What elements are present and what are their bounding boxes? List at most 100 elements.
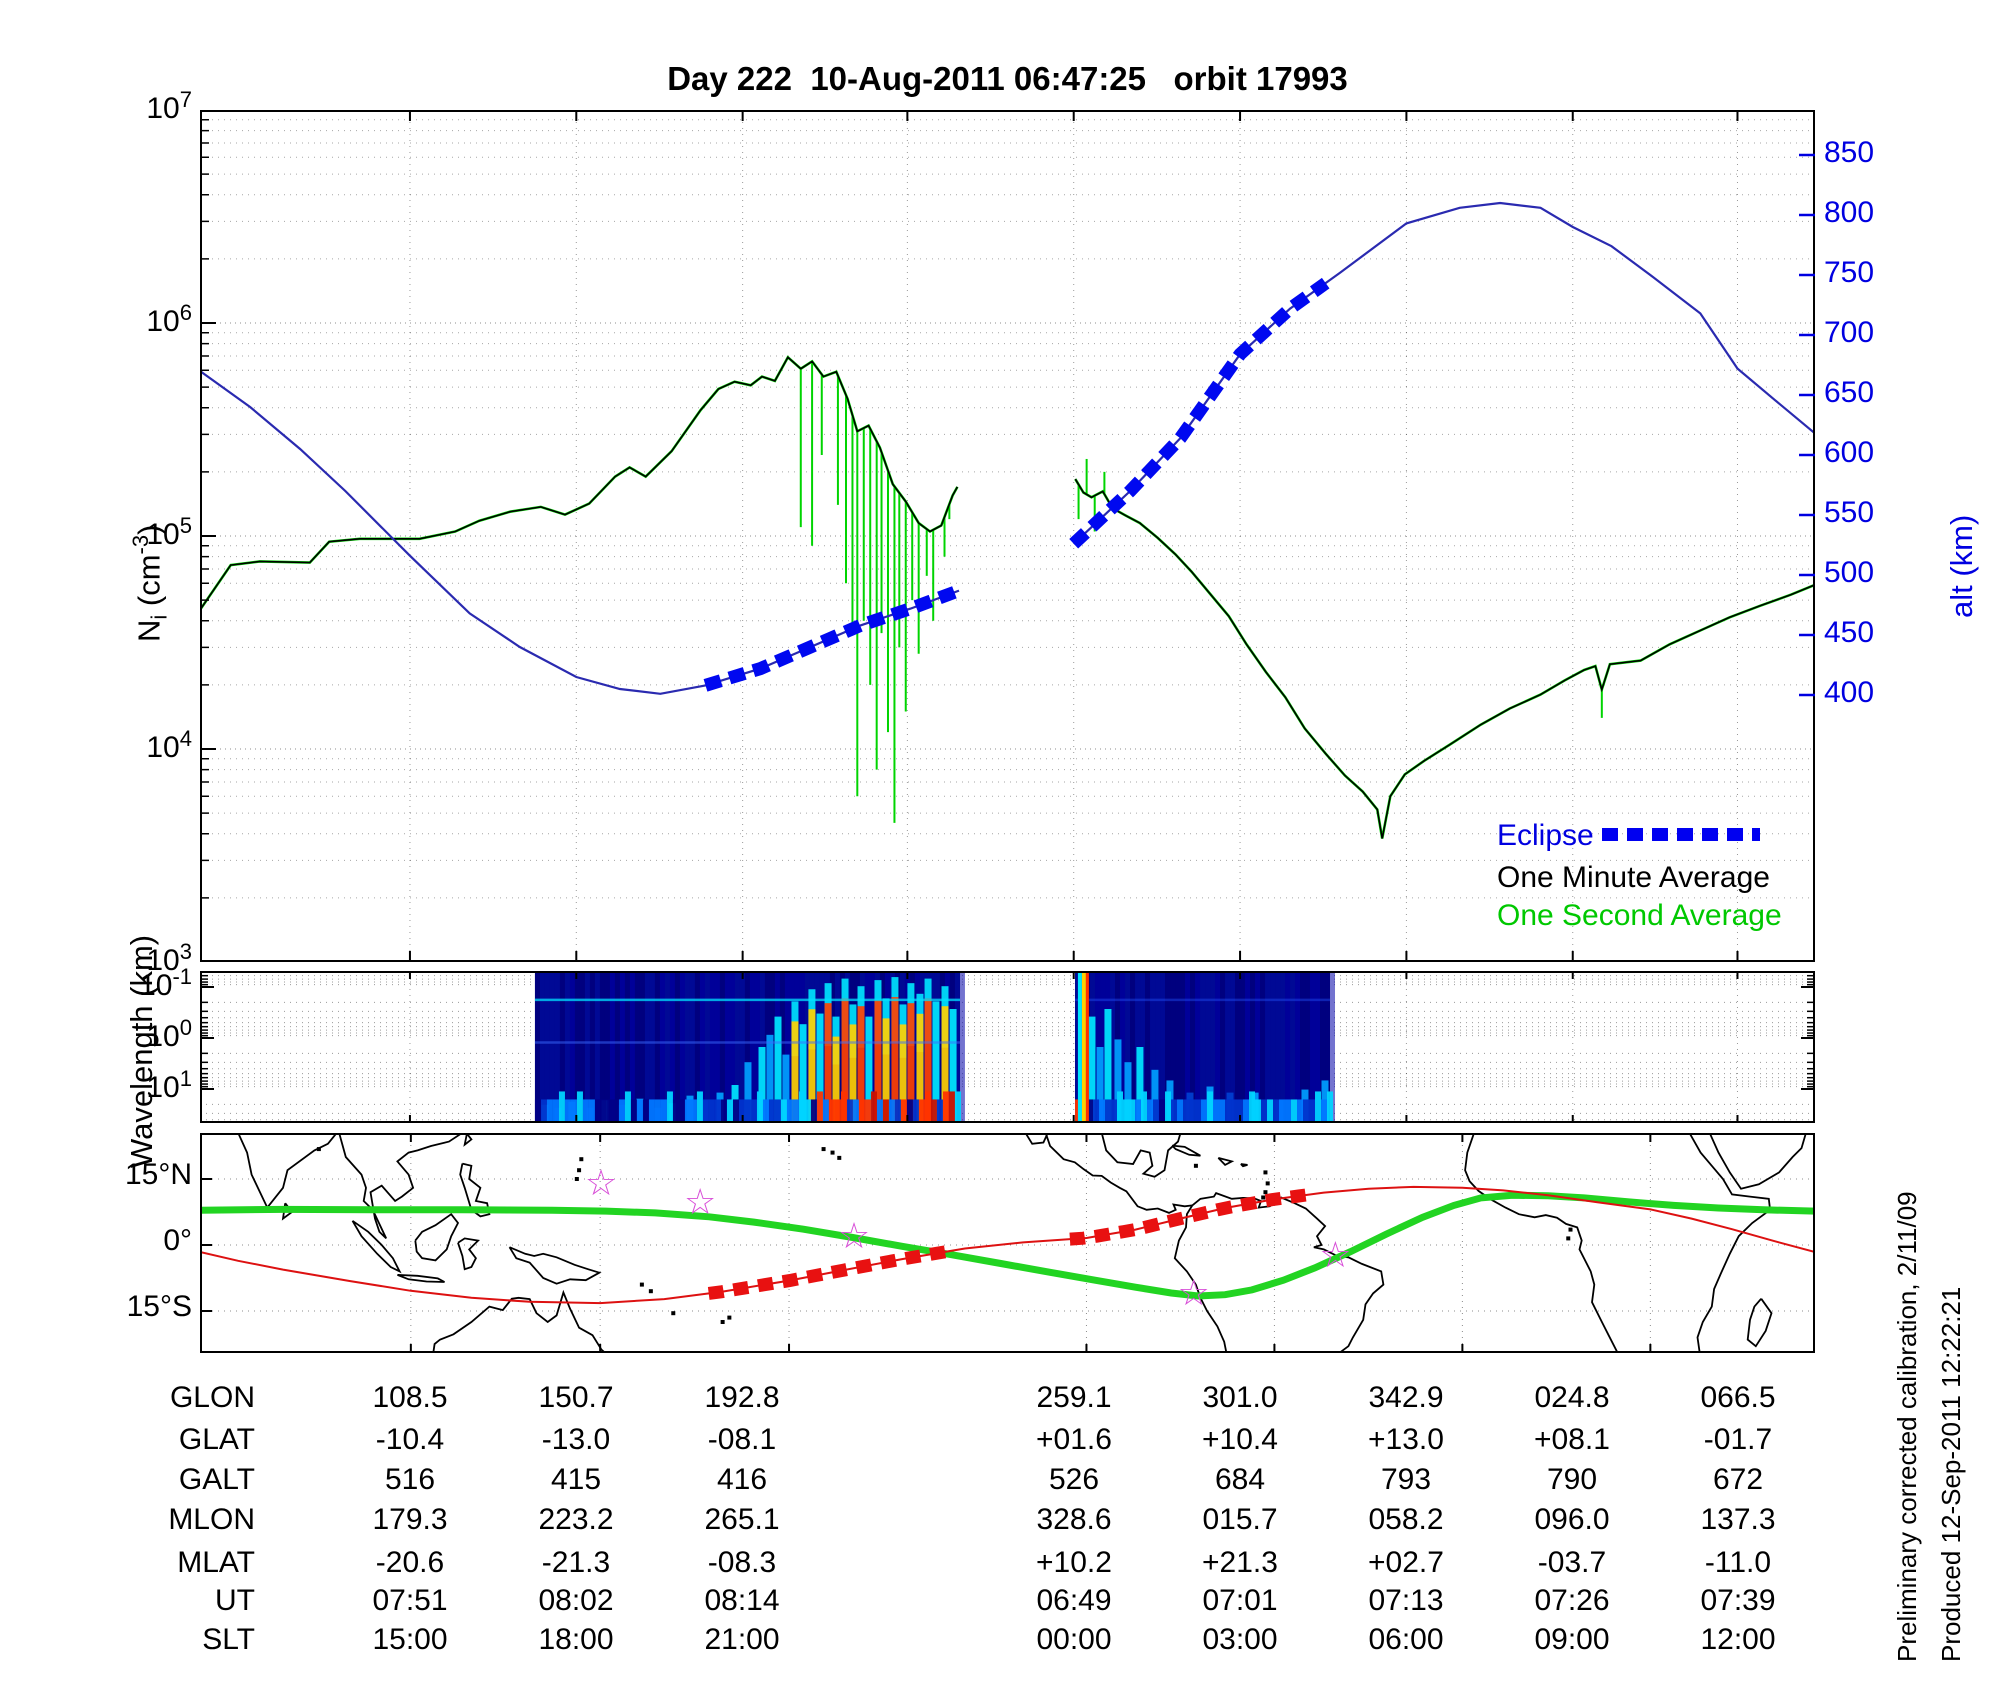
spectro-bottom-cell xyxy=(1117,1091,1124,1123)
alt-tick-label: 500 xyxy=(1824,556,1875,589)
spectro-bottom-cell xyxy=(1201,1099,1208,1123)
island xyxy=(720,1320,725,1324)
spectro-bottom-cell xyxy=(1315,1091,1322,1123)
table-cell-mlon-0: 179.3 xyxy=(372,1503,448,1536)
spectro-texture xyxy=(1150,971,1156,1123)
spectro-texture xyxy=(729,971,735,1123)
spectro-texture xyxy=(1330,971,1336,1123)
spectro-texture xyxy=(1145,971,1151,1123)
table-cell-mlat-3: +10.2 xyxy=(1036,1546,1112,1579)
island xyxy=(837,1155,842,1160)
table-cell-galt-4: 684 xyxy=(1214,1463,1266,1496)
spectro-texture xyxy=(1165,971,1171,1123)
spectro-bottom-cell xyxy=(918,1099,925,1123)
spectro-bottom-cell xyxy=(870,1091,877,1123)
coastline xyxy=(351,1220,402,1274)
spectro-plume xyxy=(865,1016,873,1123)
table-cell-glon-4: 301.0 xyxy=(1202,1381,1278,1414)
coastline xyxy=(338,1133,463,1240)
coastline xyxy=(1173,1204,1228,1353)
spectro-bottom-cell xyxy=(864,1099,871,1123)
table-cell-galt-2: 416 xyxy=(716,1463,768,1496)
table-cell-glon-3: 259.1 xyxy=(1036,1381,1112,1414)
wl-tick-label: 100 xyxy=(146,1015,192,1053)
spectro-bottom-cell xyxy=(672,1099,679,1123)
spectro-plume xyxy=(1114,1039,1122,1123)
altitude-curve-seg2 xyxy=(1072,201,1815,545)
coastline xyxy=(1746,1298,1773,1348)
alt-tick-label: 450 xyxy=(1824,616,1875,649)
table-cell-glon-2: 192.8 xyxy=(704,1381,780,1414)
spectro-plume xyxy=(849,1024,857,1123)
spectro-texture xyxy=(1275,971,1281,1123)
spectro-bottom-cell xyxy=(546,1099,553,1123)
table-cell-slt-4: 03:00 xyxy=(1202,1623,1278,1656)
spectro-texture xyxy=(1265,971,1271,1123)
table-cell-galt-6: 790 xyxy=(1546,1463,1598,1496)
spectro-bottom-cell xyxy=(1159,1099,1166,1123)
spectro-bottom-cell xyxy=(798,1091,805,1123)
spectro-bottom-cell xyxy=(912,1099,919,1123)
table-cell-mlon-2: 265.1 xyxy=(704,1503,780,1536)
spectro-texture xyxy=(1220,971,1226,1123)
spectro-texture xyxy=(1325,971,1331,1123)
alt-tick-label: 550 xyxy=(1824,496,1875,529)
spectro-texture xyxy=(659,971,665,1123)
spectro-bottom-cell xyxy=(930,1099,937,1123)
table-cell-galt-7: 672 xyxy=(1712,1463,1764,1496)
spectro-texture xyxy=(639,971,645,1123)
table-cell-glon-6: 024.8 xyxy=(1534,1381,1610,1414)
map-eclipse-dashes xyxy=(1069,1187,1313,1246)
table-cell-glon-1: 150.7 xyxy=(538,1381,614,1414)
spectro-bottom-cell xyxy=(588,1099,595,1123)
spectro-bottom-cell xyxy=(756,1091,763,1123)
spectro-texture xyxy=(1160,971,1166,1123)
spectro-bottom-cell xyxy=(792,1099,799,1123)
spectro-plume xyxy=(782,1054,790,1123)
star-marker: ☆ xyxy=(684,1181,716,1222)
lat-tick-label: 15°S xyxy=(126,1290,192,1323)
spectro-texture xyxy=(589,971,595,1123)
table-cell-ut-2: 08:14 xyxy=(704,1584,780,1617)
spectro-texture xyxy=(619,971,625,1123)
table-row-label-ut: UT xyxy=(215,1584,255,1617)
table-cell-mlat-1: -21.3 xyxy=(541,1546,611,1579)
spectro-bottom-cell xyxy=(780,1099,787,1123)
spectro-bottom-cell xyxy=(1105,1099,1112,1123)
spectro-bottom-cell xyxy=(948,1091,955,1123)
spectro-plume xyxy=(766,1034,774,1123)
spectro-texture xyxy=(854,971,860,1123)
table-cell-glat-3: +01.6 xyxy=(1036,1423,1112,1456)
spectro-bottom-cell xyxy=(858,1099,865,1123)
legend-minute-label: One Minute Average xyxy=(1497,861,1770,894)
spectro-plume xyxy=(758,1047,766,1123)
table-cell-mlat-5: +02.7 xyxy=(1368,1546,1444,1579)
spectro-texture xyxy=(709,971,715,1123)
spectro-bottom-cell xyxy=(534,1099,541,1123)
ground-track-map: ☆ ☆ ☆ ☆ ☆ xyxy=(200,1133,1815,1353)
spectro-bottom-cell xyxy=(768,1099,775,1123)
spectro-bottom-cell xyxy=(1165,1091,1172,1123)
alt-tick-label: 750 xyxy=(1824,256,1875,289)
spectro-texture xyxy=(1130,971,1136,1123)
spectro-plume xyxy=(841,998,849,1123)
spectro-bottom-cell xyxy=(738,1099,745,1123)
coastline xyxy=(1708,1133,1807,1190)
spectro-plume xyxy=(832,1036,840,1123)
spectro-texture xyxy=(1310,971,1316,1123)
spectro-texture xyxy=(739,971,745,1123)
spectro-texture xyxy=(1075,971,1081,1123)
table-cell-glat-5: +13.0 xyxy=(1368,1423,1444,1456)
spectro-plume xyxy=(1151,1069,1159,1123)
table-cell-glon-7: 066.5 xyxy=(1700,1381,1776,1414)
spectro-texture xyxy=(569,971,575,1123)
spectro-texture xyxy=(629,971,635,1123)
spectro-texture xyxy=(579,971,585,1123)
spectro-texture xyxy=(669,971,675,1123)
spectro-texture xyxy=(1280,971,1286,1123)
spectro-bottom-cell xyxy=(690,1099,697,1123)
spectro-texture xyxy=(1250,971,1256,1123)
spectro-bottom-cell xyxy=(1183,1099,1190,1123)
lat-tick-label: 15°N xyxy=(124,1158,192,1191)
